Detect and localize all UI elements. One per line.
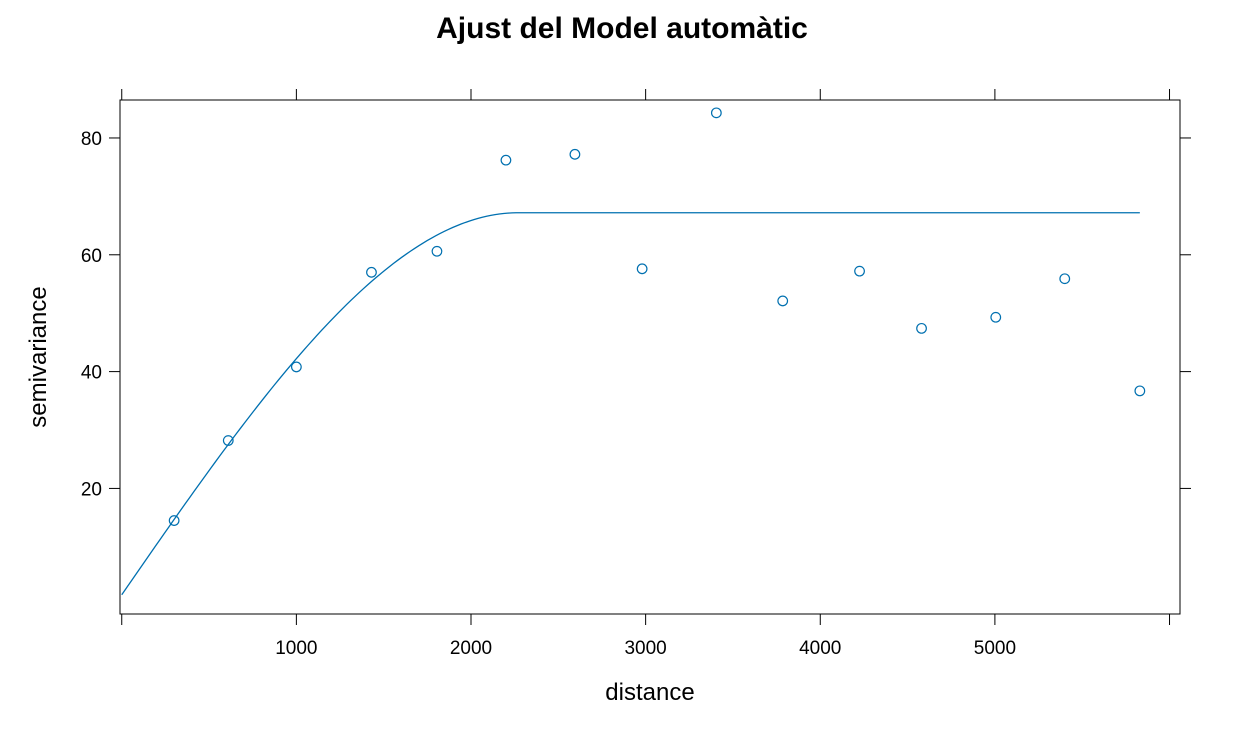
data-point <box>569 148 581 160</box>
data-point <box>222 435 234 446</box>
data-point <box>710 107 722 119</box>
data-point <box>431 245 443 257</box>
sample-points <box>168 107 1146 526</box>
x-tick-label: 5000 <box>974 638 1016 659</box>
axis-tick-labels: 1000 2000 3000 4000 5000 20 40 60 80 <box>81 129 1016 659</box>
data-point <box>777 295 789 307</box>
data-point <box>500 154 512 166</box>
data-point <box>168 515 180 526</box>
y-tick-label: 40 <box>81 363 102 384</box>
y-tick-label: 60 <box>81 246 102 267</box>
chart-title: Ajust del Model automàtic <box>436 12 808 45</box>
x-tick-label: 4000 <box>799 638 841 659</box>
data-point <box>1134 385 1146 397</box>
data-point <box>916 322 927 334</box>
plot-frame <box>119 99 1181 615</box>
x-tick-label: 2000 <box>450 638 492 659</box>
fitted-model-line <box>121 212 1140 596</box>
x-tick-label: 3000 <box>624 638 666 659</box>
y-tick-label: 20 <box>81 479 102 500</box>
data-point <box>290 361 302 373</box>
data-point <box>990 311 1002 323</box>
x-tick-label: 1000 <box>275 638 317 659</box>
data-point <box>366 266 377 278</box>
y-tick-label: 80 <box>81 129 102 150</box>
axis-ticks <box>109 89 1191 625</box>
x-axis-label: distance <box>605 679 694 706</box>
data-point <box>854 265 865 277</box>
data-point <box>1059 273 1071 285</box>
y-axis-label: semivariance <box>25 286 52 427</box>
data-point <box>636 263 648 275</box>
